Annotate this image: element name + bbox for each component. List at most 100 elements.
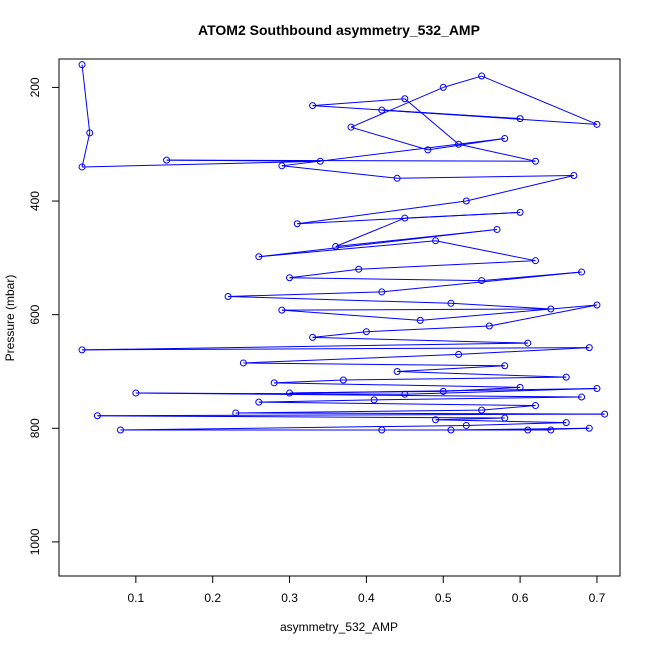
data-point (593, 385, 601, 393)
x-tick-label: 0.7 (589, 591, 606, 605)
series-line-segment (274, 379, 344, 384)
data-point (370, 396, 378, 404)
series-line-segment (404, 388, 597, 395)
data-point (424, 146, 432, 154)
series-line-segment (466, 174, 575, 202)
data-point (332, 242, 340, 250)
data-point (562, 373, 570, 381)
series-line-segment (135, 392, 582, 398)
data-point (585, 344, 593, 352)
data-point (585, 424, 593, 432)
series-line-segment (381, 109, 597, 125)
series-line-segment (358, 260, 536, 270)
data-point (255, 398, 263, 406)
series-line-segment (297, 200, 467, 225)
series-line-segment (97, 415, 505, 419)
series-line-segment (82, 347, 590, 351)
data-point (378, 288, 386, 296)
data-point (478, 277, 486, 285)
data-point (393, 174, 401, 182)
data-point (578, 393, 586, 401)
data-point (547, 305, 555, 313)
data-point (224, 292, 232, 300)
data-point (278, 306, 286, 314)
y-axis-label: Pressure (mbar) (3, 275, 17, 362)
series-line-segment (404, 98, 459, 145)
x-tick-label: 0.6 (512, 591, 529, 605)
series-line-segment (343, 376, 567, 381)
series-line-segment (166, 159, 536, 162)
data-point (355, 265, 363, 273)
data-point (278, 162, 286, 170)
series-line-segment (281, 165, 398, 179)
data-point (163, 156, 171, 164)
data-point (239, 359, 247, 367)
series-line-segment (258, 399, 375, 403)
data-point (339, 376, 347, 384)
series-line-segment (81, 132, 91, 168)
series-line-segment (481, 405, 536, 411)
series-line-segment (397, 174, 574, 179)
series-line-segment (489, 304, 598, 327)
y-axis-ticks: 200 400 600 800 1000 (28, 77, 59, 555)
series-line-segment (120, 424, 467, 431)
data-point (255, 253, 263, 261)
series-line-segment (97, 413, 605, 417)
data-point (462, 421, 470, 429)
x-axis-label: asymmetry_532_AMP (280, 620, 398, 634)
data-point (401, 390, 409, 398)
series-line-segment (258, 401, 536, 407)
data-point (378, 426, 386, 434)
data-point (516, 208, 524, 216)
series-line-segment (404, 211, 521, 219)
series-line-segment (243, 353, 459, 364)
y-tick-label: 400 (28, 191, 42, 211)
series-line-segment (458, 143, 536, 162)
y-tick-label: 200 (28, 77, 42, 97)
x-tick-label: 0.3 (281, 591, 298, 605)
series-line-segment (481, 75, 598, 125)
series-line-segment (289, 268, 359, 279)
data-point (562, 419, 570, 427)
chart-title: ATOM2 Southbound asymmetry_532_AMP (198, 22, 480, 38)
data-point (570, 171, 578, 179)
series-line-segment (289, 388, 597, 394)
data-point (531, 257, 539, 265)
data-point (86, 129, 94, 137)
series-line-segment (274, 382, 521, 388)
data-point (501, 414, 509, 422)
series-line-segment (289, 277, 482, 282)
data-point (293, 220, 301, 228)
data-point (439, 83, 447, 91)
data-point (316, 157, 324, 165)
data-point (455, 350, 463, 358)
series-line-segment (420, 304, 597, 321)
series-line-segment (366, 325, 490, 333)
data-point (378, 106, 386, 114)
data-point (485, 322, 493, 330)
data-point (516, 383, 524, 391)
data-point (455, 140, 463, 148)
data-point (362, 328, 370, 336)
data-point (93, 412, 101, 420)
data-point (593, 301, 601, 309)
series-line-segment (281, 308, 551, 311)
series-line-segment (374, 396, 582, 401)
series-line-segment (258, 240, 436, 258)
data-point (478, 406, 486, 414)
series-line-segment (258, 228, 498, 258)
data-point (416, 316, 424, 324)
series-line-segment (443, 75, 482, 88)
data-point (501, 135, 509, 143)
series-line-segment (435, 419, 567, 424)
series-line-segment (435, 240, 536, 262)
x-tick-label: 0.5 (435, 591, 452, 605)
series-line-segment (466, 422, 567, 426)
data-point (78, 346, 86, 354)
data-point (309, 102, 317, 110)
data-point (116, 426, 124, 434)
data-point (401, 214, 409, 222)
series-line-segment (458, 347, 590, 355)
data-point (516, 115, 524, 123)
